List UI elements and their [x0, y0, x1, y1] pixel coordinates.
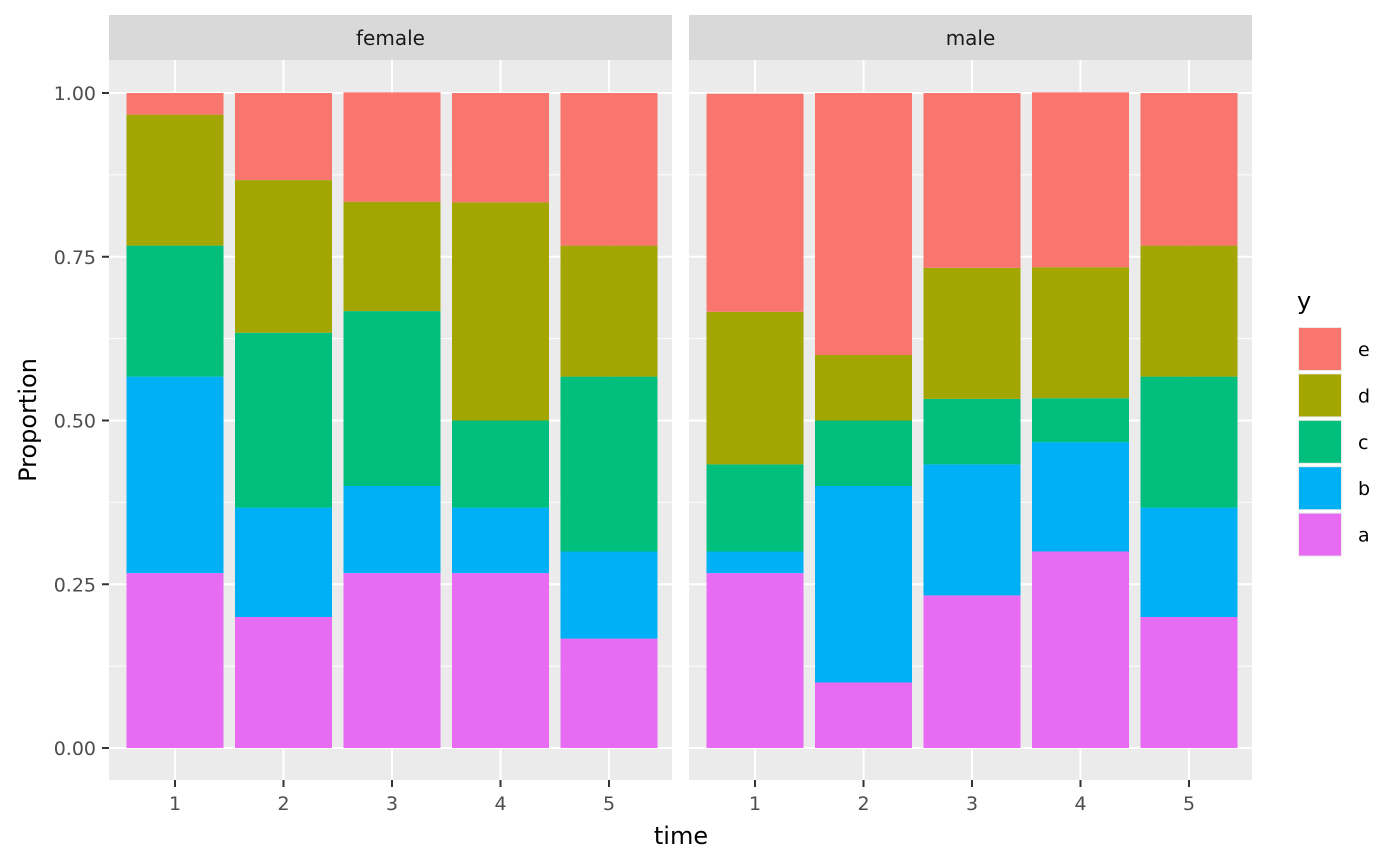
legend-label-c: c — [1358, 432, 1368, 454]
bar-male-3-b — [923, 464, 1021, 596]
bar-female-3-a — [343, 573, 441, 748]
x-tick-label: 2 — [857, 793, 869, 815]
facet-strip-label: female — [356, 26, 425, 50]
x-tick-label: 3 — [386, 793, 398, 815]
x-tick-label: 5 — [603, 793, 615, 815]
x-tick-label: 4 — [494, 793, 506, 815]
bar-female-3-d — [343, 201, 441, 312]
bar-male-3-a — [923, 595, 1021, 748]
bar-female-3-e — [343, 92, 441, 202]
bar-female-4-e — [452, 93, 549, 203]
bar-female-1-a — [126, 573, 224, 748]
bar-male-2-c — [815, 420, 912, 486]
bar-female-2-b — [235, 507, 332, 617]
bar-female-2-a — [235, 617, 332, 748]
bar-male-5-e — [1140, 93, 1238, 246]
bar-female-1-e — [126, 93, 224, 115]
bar-male-2-b — [815, 486, 912, 683]
facet-panels: female 1 2 3 4 5 male 1 2 3 4 5 — [109, 15, 1252, 815]
facet-strip — [689, 15, 1252, 60]
x-tick-label: 1 — [169, 793, 181, 815]
bar-female-4-b — [452, 507, 549, 574]
y-tick-label: 0.75 — [54, 247, 96, 269]
legend-label-d: d — [1358, 385, 1370, 407]
bar-male-3-d — [923, 267, 1021, 399]
bar-male-3-e — [923, 93, 1021, 268]
bar-male-1-e — [706, 93, 804, 312]
legend-label-a: a — [1358, 525, 1370, 547]
bar-female-1-c — [126, 245, 224, 377]
bar-male-4-d — [1032, 267, 1129, 399]
bar-male-5-d — [1140, 245, 1238, 377]
bar-female-2-d — [235, 180, 332, 333]
y-axis-title: Proportion — [14, 358, 42, 482]
bar-male-5-b — [1140, 507, 1238, 617]
bar-female-2-e — [235, 93, 332, 181]
bar-male-1-c — [706, 464, 804, 552]
x-tick-label: 5 — [1183, 793, 1195, 815]
legend-label-e: e — [1358, 339, 1370, 361]
bar-female-4-c — [452, 420, 549, 508]
bar-female-5-a — [560, 638, 658, 748]
legend-key-b — [1299, 467, 1341, 510]
bar-female-5-c — [560, 376, 658, 552]
bar-female-3-c — [343, 311, 441, 486]
bar-female-5-d — [560, 245, 658, 377]
y-tick-label: 1.00 — [54, 83, 96, 105]
legend-title: y — [1297, 287, 1311, 315]
facet-strip-label: male — [946, 26, 996, 50]
x-tick-label: 4 — [1074, 793, 1086, 815]
legend: y e d c b a — [1297, 287, 1370, 557]
x-tick-label: 3 — [966, 793, 978, 815]
bar-female-1-b — [126, 376, 224, 574]
bar-male-2-d — [815, 355, 912, 421]
bar-female-4-d — [452, 202, 549, 421]
y-tick-label: 0.25 — [54, 574, 96, 596]
bar-male-5-a — [1140, 617, 1238, 748]
bar-male-3-c — [923, 398, 1021, 465]
bar-male-4-b — [1032, 442, 1129, 552]
bar-female-2-c — [235, 332, 332, 508]
x-axis-title: time — [654, 822, 708, 850]
bar-male-4-c — [1032, 398, 1129, 443]
legend-key-a — [1299, 513, 1341, 556]
y-tick-label: 0.50 — [54, 411, 96, 433]
legend-key-d — [1299, 374, 1341, 417]
bar-male-2-a — [815, 682, 912, 748]
legend-key-e — [1299, 328, 1341, 370]
legend-key-c — [1299, 420, 1341, 463]
bar-male-4-e — [1032, 92, 1129, 268]
y-tick-label: 0.00 — [54, 738, 96, 760]
bar-male-5-c — [1140, 376, 1238, 508]
facet-strip — [109, 15, 672, 60]
bar-female-5-b — [560, 551, 658, 639]
x-tick-label: 1 — [749, 793, 761, 815]
bar-female-4-a — [452, 573, 549, 748]
legend-label-b: b — [1358, 478, 1370, 500]
bar-male-1-d — [706, 311, 804, 465]
bar-female-1-d — [126, 114, 224, 246]
bar-female-5-e — [560, 93, 658, 246]
bar-male-2-e — [815, 93, 912, 355]
bar-male-1-b — [706, 551, 804, 574]
facet-panel-female: female 1 2 3 4 5 — [109, 15, 672, 815]
y-axis: 0.00 0.25 0.50 0.75 1.00 — [54, 83, 109, 760]
x-tick-label: 2 — [277, 793, 289, 815]
bar-female-3-b — [343, 486, 441, 574]
facet-panel-male: male 1 2 3 4 5 — [689, 15, 1252, 815]
bar-male-1-a — [706, 573, 804, 748]
bar-male-4-a — [1032, 551, 1129, 748]
